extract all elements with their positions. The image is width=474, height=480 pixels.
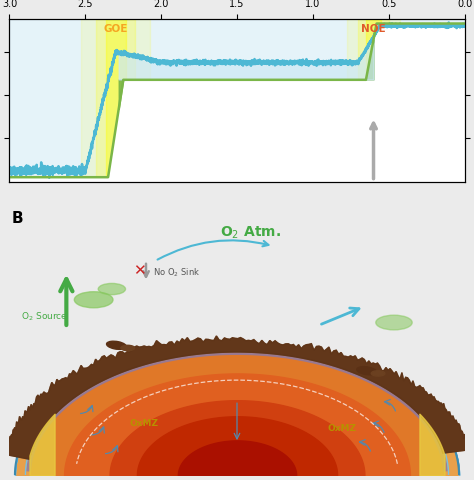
Ellipse shape [74,292,113,308]
Polygon shape [4,336,468,459]
Bar [347,19,400,181]
Text: ✕: ✕ [133,263,146,278]
Bar [9,19,465,181]
Bar [358,19,389,181]
Bar [366,19,381,181]
Bar [106,19,126,181]
Text: No O$_2$ Sink: No O$_2$ Sink [153,267,200,279]
Ellipse shape [107,341,126,349]
Text: OxMZ: OxMZ [327,424,356,433]
Ellipse shape [376,315,412,330]
Text: O$_2$ Atm.: O$_2$ Atm. [220,225,281,241]
Text: B: B [12,211,23,227]
Ellipse shape [357,367,376,375]
Text: GOE: GOE [103,24,128,34]
Bar [81,19,150,181]
Ellipse shape [121,345,135,351]
Text: NOE: NOE [361,24,386,34]
Bar [96,19,136,181]
Ellipse shape [371,371,385,376]
Text: OxMZ: OxMZ [129,419,158,428]
Polygon shape [4,336,468,459]
Ellipse shape [98,283,126,295]
Text: O$_2$ Source: O$_2$ Source [21,311,68,324]
